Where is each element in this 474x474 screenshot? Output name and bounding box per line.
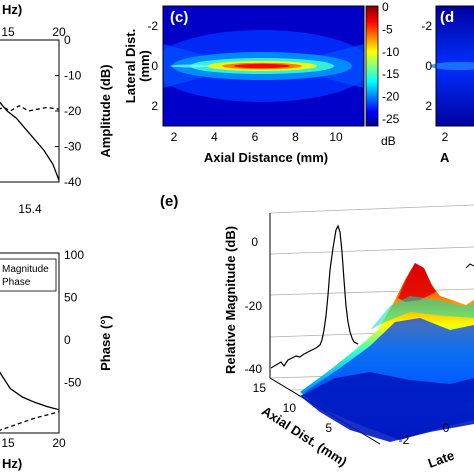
- panel-e-zlabel: Relative Magnitude (dB): [223, 226, 238, 374]
- panel-e-surface: [300, 263, 474, 442]
- panel-e-lateral-tick: 0: [443, 421, 450, 435]
- panel-a-ylabel: Amplitude (dB): [98, 64, 113, 157]
- legend-item-magnitude: Magnitude: [2, 264, 49, 275]
- panel-c-y-tick: 2: [151, 99, 158, 113]
- panel-b-axes: [0, 252, 60, 434]
- panel-c-x-tick: 2: [171, 130, 178, 144]
- panel-c-y-ticks: -2 0 2: [147, 19, 158, 113]
- colorbar-tick: -20: [382, 90, 400, 104]
- panel-a-y-tick: -30: [64, 140, 82, 154]
- colorbar-tick: -15: [382, 67, 400, 81]
- panel-d-tag: (d: [440, 9, 454, 26]
- panel-a-top-tick: 15: [1, 25, 15, 39]
- colorbar-unit: dB: [381, 134, 396, 148]
- panel-d-y-tick: 2: [425, 99, 432, 113]
- panel-d-y-tick: -2: [421, 19, 432, 33]
- legend-box: [0, 258, 57, 292]
- legend: Magnitude Phase: [0, 258, 57, 292]
- panel-a-y-tick: -40: [64, 175, 82, 189]
- series-line-dashed: [0, 104, 60, 112]
- panel-d-y-tick: 0: [425, 59, 432, 73]
- colorbar-ticks: 0 -5 -10 -15 -20 -25: [382, 0, 400, 126]
- panel-d-x-tick: 2: [442, 130, 449, 144]
- panel-c-y-tick: 0: [151, 59, 158, 73]
- panel-e-axial-tick: 15: [253, 381, 267, 395]
- panel-b: Magnitude Phase 100 50 0 -50 Phase (°) 15 2…: [0, 248, 113, 471]
- panel-a-xlabel: Hz): [2, 2, 22, 17]
- heatmap-beam: [163, 30, 364, 102]
- panel-e-z-tick: -20: [245, 299, 263, 313]
- panel-a: Hz) 15 20 15.4 0 -10 -20 -30 -40 Amplitude (…: [0, 2, 113, 216]
- panel-c-tag: (c): [170, 9, 188, 26]
- panel-b-y-tick: 100: [64, 248, 84, 262]
- panel-a-bottom-tick: 15.4: [18, 202, 42, 216]
- panel-a-y-tick: 0: [64, 33, 71, 47]
- panel-c-axes: [162, 5, 365, 127]
- panel-b-y-ticks: 100 50 0 -50: [64, 248, 84, 390]
- panel-a-top-tick: 20: [52, 25, 66, 39]
- panel-e-axial-tick: 10: [283, 401, 297, 415]
- series-line-phase: [0, 411, 60, 431]
- colorbar-tick: -25: [382, 112, 400, 126]
- panel-d: (d -2 0 2 2 A: [421, 5, 474, 165]
- panel-a-y-ticks: 0 -10 -20 -30 -40: [64, 33, 82, 189]
- panel-a-y-tick: -10: [64, 69, 82, 83]
- colorbar-tick: -5: [382, 22, 393, 36]
- panel-c-x-tick: 6: [252, 130, 259, 144]
- panel-c-x-tick: 10: [329, 130, 343, 144]
- legend-item-phase: Phase: [2, 277, 31, 288]
- colorbar-gradient: [365, 5, 379, 127]
- panel-e: (e) Relative Magnitude (dB) 0 -20 -40 15…: [160, 193, 474, 471]
- panel-c-x-ticks: 2 4 6 8 10: [171, 130, 343, 144]
- panel-e-lateral-tick: -2: [399, 433, 410, 447]
- series-line-solid: [0, 101, 60, 181]
- panel-b-y-tick: 0: [64, 333, 71, 347]
- panel-b-y-tick: 50: [64, 291, 78, 305]
- panel-c-y-tick: -2: [147, 19, 158, 33]
- panel-c-ylabel-unit: (mm): [137, 50, 152, 82]
- panel-b-x-tick: 20: [52, 436, 66, 450]
- panel-a-y-tick: -20: [64, 104, 82, 118]
- panel-c-xlabel: Axial Distance (mm): [204, 150, 328, 165]
- panel-b-x-tick: 15: [1, 436, 15, 450]
- panel-d-xlabel: A: [440, 150, 450, 165]
- panel-c-x-tick: 4: [211, 130, 218, 144]
- series-line-magnitude: [0, 371, 60, 411]
- panel-e-projection-trace: [270, 224, 359, 369]
- panel-e-lateral-label: Late: [426, 448, 456, 471]
- panel-b-series: [0, 371, 60, 431]
- panel-e-tag: (e): [160, 193, 178, 210]
- colorbar: 0 -5 -10 -15 -20 -25 dB: [365, 0, 400, 148]
- colorbar-tick: 0: [382, 0, 389, 14]
- panel-b-xlabel: Hz): [2, 456, 22, 471]
- colorbar-tick: -10: [382, 45, 400, 59]
- panel-e-axial-tick: 5: [325, 421, 332, 435]
- panel-b-ylabel: Phase (°): [98, 315, 113, 371]
- panel-b-y-tick: -50: [64, 376, 82, 390]
- panel-c-ylabel: Lateral Dist.: [123, 29, 138, 103]
- panel-e-z-tick: 0: [251, 235, 258, 249]
- panel-a-series: [0, 101, 60, 181]
- panel-c-x-tick: 8: [292, 130, 299, 144]
- panel-c: (c) 2 4 6 8 10 -202 Axial Distance (mm) Late…: [123, 0, 400, 165]
- panel-e-side-trace: [465, 263, 474, 269]
- panel-e-z-tick: -40: [245, 362, 263, 376]
